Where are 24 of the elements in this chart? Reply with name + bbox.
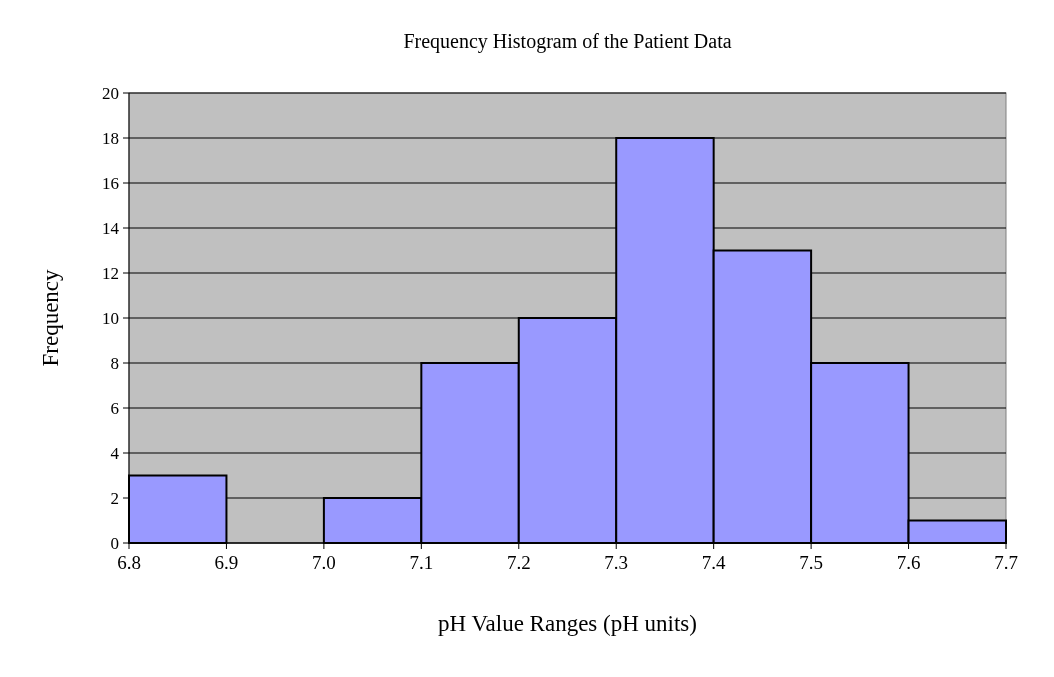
y-tick-label: 16 xyxy=(102,173,119,193)
y-tick-label: 4 xyxy=(110,443,120,463)
y-tick-label: 14 xyxy=(102,218,120,238)
x-tick-label: 6.8 xyxy=(117,552,141,573)
y-tick-label: 6 xyxy=(110,398,119,418)
y-tick-label: 18 xyxy=(102,128,119,148)
y-tick-label: 8 xyxy=(110,353,119,373)
y-tick-label: 10 xyxy=(102,308,119,328)
y-tick-label: 20 xyxy=(102,83,119,103)
x-tick-label: 7.4 xyxy=(701,552,727,573)
x-tick-label: 7.5 xyxy=(799,552,823,573)
y-tick-label: 0 xyxy=(110,533,119,553)
y-tick-label: 2 xyxy=(110,488,119,508)
x-tick-label: 7.0 xyxy=(312,552,336,573)
y-axis-title: Frequency xyxy=(38,268,63,367)
x-tick-label: 7.3 xyxy=(604,552,629,573)
chart-title: Frequency Histogram of the Patient Data xyxy=(403,30,732,53)
x-tick-label: 7.2 xyxy=(506,552,531,573)
x-tick-label: 7.1 xyxy=(409,552,434,573)
x-tick-label: 7.6 xyxy=(896,552,921,573)
y-tick-label: 12 xyxy=(102,263,119,283)
x-axis-title: pH Value Ranges (pH units) xyxy=(438,611,697,636)
x-tick-label: 6.9 xyxy=(214,552,239,573)
x-tick-label: 7.7 xyxy=(994,552,1018,573)
